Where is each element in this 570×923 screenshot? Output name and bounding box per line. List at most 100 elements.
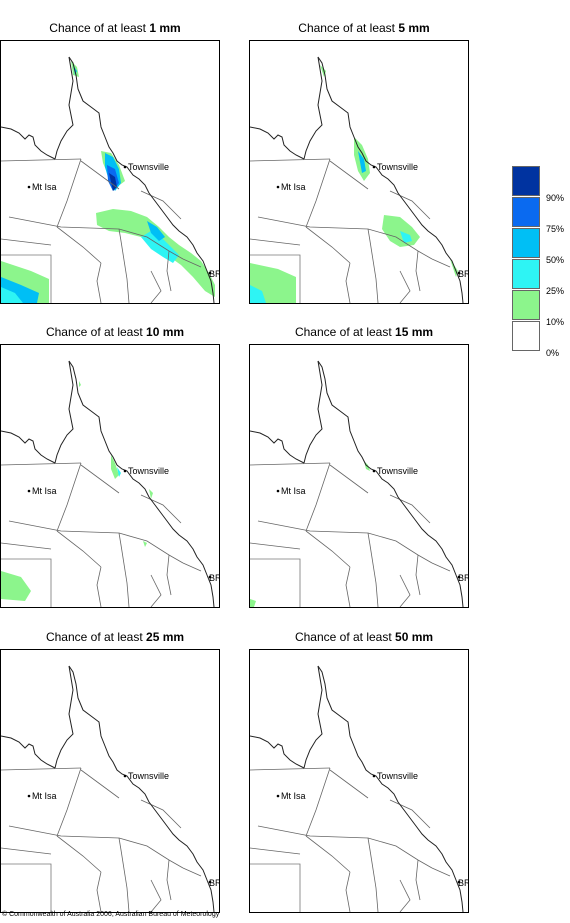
region-border <box>166 250 172 292</box>
cape-york-coastline <box>303 360 323 464</box>
region-border <box>431 867 451 877</box>
brisbane-label: BRIS <box>209 269 219 279</box>
region-border <box>1 238 52 246</box>
rainfall-probability-area <box>111 455 119 479</box>
cape-york-coastline <box>54 665 74 769</box>
region-border <box>166 554 172 596</box>
region-border <box>305 835 351 873</box>
townsville-label: Townsville <box>377 771 418 781</box>
region-border <box>1 462 82 466</box>
legend-swatch-25 <box>512 259 540 289</box>
region-border <box>305 530 351 568</box>
region-border <box>118 837 130 912</box>
townsville-label: Townsville <box>377 162 418 172</box>
rainfall-probability-area <box>147 221 165 241</box>
region-border <box>250 462 331 466</box>
brisbane-marker <box>457 575 461 579</box>
region-border <box>257 216 369 230</box>
townsville-label: Townsville <box>128 466 169 476</box>
region-border <box>329 464 369 494</box>
region-border <box>305 767 331 837</box>
region-border <box>305 462 331 532</box>
rainfall-probability-area <box>250 599 256 607</box>
townsville-label: Townsville <box>128 771 169 781</box>
legend-label-50: 50% <box>546 255 565 265</box>
mt-isa-marker <box>27 794 31 798</box>
mt-isa-label: Mt Isa <box>281 182 306 192</box>
region-border <box>80 160 120 190</box>
map-panel-5mm: Townsville Mt Isa BRIS <box>249 40 469 304</box>
region-border <box>389 190 431 220</box>
inset-boundary <box>250 863 301 912</box>
panel-title-15mm: Chance of at least 15 mm <box>294 325 434 339</box>
townsville-marker <box>372 774 376 778</box>
region-border <box>257 825 369 839</box>
region-border <box>56 767 82 837</box>
region-border <box>305 226 351 264</box>
region-border <box>8 216 120 230</box>
townsville-marker <box>123 165 127 169</box>
mt-isa-marker <box>27 489 31 493</box>
rainfall-probability-area <box>250 285 266 303</box>
gulf-coastline <box>250 430 305 464</box>
legend-swatch-10 <box>512 290 540 320</box>
queensland-map-50mm: Townsville Mt Isa BRIS <box>250 665 468 912</box>
map-panel-50mm: Townsville Mt Isa BRIS <box>249 649 469 913</box>
gulf-coastline <box>1 126 56 160</box>
brisbane-marker <box>457 880 461 884</box>
east-coastline <box>317 56 464 303</box>
queensland-map-1mm: Townsville Mt Isa BRIS <box>1 56 219 303</box>
east-coastline <box>68 56 215 303</box>
legend-label-0: 0% <box>546 348 560 358</box>
region-border <box>345 262 351 303</box>
mt-isa-marker <box>276 185 280 189</box>
brisbane-label: BRIS <box>209 573 219 583</box>
region-border <box>367 837 379 912</box>
townsville-marker <box>372 165 376 169</box>
region-border <box>367 837 433 869</box>
legend-label-25: 25% <box>546 286 565 296</box>
region-border <box>1 847 52 855</box>
region-border <box>182 867 202 877</box>
panel-title-10mm: Chance of at least 10 mm <box>45 325 185 339</box>
brisbane-label: BRIS <box>209 878 219 888</box>
region-border <box>431 258 451 268</box>
region-border <box>329 160 369 190</box>
region-border <box>250 542 301 550</box>
region-border <box>140 494 182 524</box>
region-border <box>1 767 82 771</box>
region-border <box>96 566 102 607</box>
cape-york-coastline <box>303 56 323 160</box>
region-border <box>367 532 379 607</box>
region-border <box>389 799 431 829</box>
inset-boundary <box>1 558 52 607</box>
region-border <box>118 228 130 303</box>
region-border <box>8 825 120 839</box>
region-border <box>56 158 82 228</box>
cape-york-coastline <box>303 665 323 769</box>
region-border <box>56 835 102 873</box>
map-panel-15mm: Townsville Mt Isa BRIS <box>249 344 469 608</box>
townsville-marker <box>123 469 127 473</box>
panel-title-1mm: Chance of at least 1 mm <box>49 21 181 35</box>
region-border <box>150 270 162 303</box>
mt-isa-label: Mt Isa <box>32 182 57 192</box>
region-border <box>305 158 331 228</box>
legend-label-90: 90% <box>546 193 565 203</box>
region-border <box>140 190 182 220</box>
region-border <box>182 258 202 268</box>
brisbane-marker <box>208 575 212 579</box>
rainfall-probability-area <box>79 381 81 387</box>
panel-title-5mm: Chance of at least 5 mm <box>298 21 430 35</box>
inset-boundary <box>250 558 301 607</box>
region-border <box>182 562 202 572</box>
rainfall-probability-area <box>149 489 153 499</box>
region-border <box>431 562 451 572</box>
region-border <box>150 574 162 607</box>
brisbane-label: BRIS <box>458 269 468 279</box>
gulf-coastline <box>1 430 56 464</box>
rainfall-probability-area <box>117 467 121 477</box>
queensland-map-10mm: Townsville Mt Isa BRIS <box>1 360 219 607</box>
mt-isa-label: Mt Isa <box>281 791 306 801</box>
region-border <box>399 574 411 607</box>
